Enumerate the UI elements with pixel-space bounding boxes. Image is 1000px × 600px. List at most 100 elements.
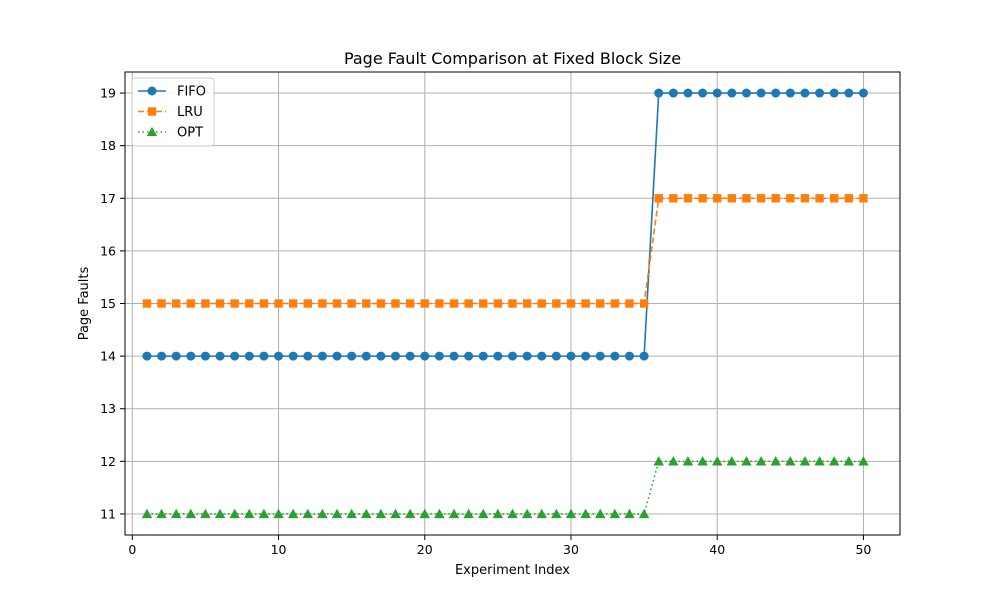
data-point-opt xyxy=(565,508,577,519)
data-point-opt xyxy=(478,508,489,519)
data-point-lru xyxy=(669,194,678,203)
data-point-opt xyxy=(682,456,694,466)
data-point-lru xyxy=(435,299,444,308)
data-point-fifo xyxy=(815,88,825,98)
data-point-opt xyxy=(755,456,767,466)
x-tick-label: 30 xyxy=(563,542,579,557)
data-point-opt xyxy=(346,508,357,519)
data-point-fifo xyxy=(420,351,430,361)
data-point-lru xyxy=(596,299,605,308)
data-point-lru xyxy=(142,299,152,308)
data-point-lru xyxy=(625,299,634,308)
data-point-lru xyxy=(157,299,166,308)
legend-marker-lru xyxy=(147,107,157,116)
data-point-fifo xyxy=(274,351,284,361)
data-point-fifo xyxy=(493,351,503,361)
data-point-fifo xyxy=(391,351,401,361)
y-tick-label: 19 xyxy=(100,86,116,101)
data-point-fifo xyxy=(785,88,795,98)
data-point-opt xyxy=(287,508,299,519)
data-point-lru xyxy=(742,194,751,203)
x-axis-ticks: 0 10 20 30 40 50 xyxy=(128,535,871,557)
data-point-opt xyxy=(273,508,284,519)
data-point-lru xyxy=(274,299,283,308)
data-point-lru xyxy=(815,194,824,203)
data-point-fifo xyxy=(610,351,620,361)
y-tick-label: 12 xyxy=(100,454,116,469)
data-point-opt xyxy=(609,508,621,519)
data-point-lru xyxy=(347,299,356,308)
data-point-opt xyxy=(668,456,679,466)
data-point-opt xyxy=(331,508,343,519)
x-tick-label: 40 xyxy=(709,542,725,557)
data-point-lru xyxy=(215,299,225,308)
data-point-opt xyxy=(229,508,240,519)
y-tick-label: 13 xyxy=(100,401,116,416)
data-point-lru xyxy=(449,299,459,308)
y-tick-label: 17 xyxy=(100,191,116,206)
data-point-lru xyxy=(800,194,810,203)
legend-marker-fifo xyxy=(147,86,157,96)
data-point-opt xyxy=(624,508,635,519)
data-point-fifo xyxy=(478,351,488,361)
data-point-opt xyxy=(843,456,855,466)
data-point-lru xyxy=(829,194,839,203)
data-point-opt xyxy=(463,508,474,519)
data-point-lru xyxy=(362,299,371,308)
data-point-opt xyxy=(375,508,387,519)
data-point-lru xyxy=(420,299,429,308)
data-point-fifo xyxy=(756,88,766,98)
data-point-lru xyxy=(552,299,561,308)
legend-label-fifo: FIFO xyxy=(177,85,206,100)
data-point-fifo xyxy=(712,88,722,98)
data-point-fifo xyxy=(771,88,781,98)
y-axis-ticks: 11 12 13 14 15 16 17 18 19 xyxy=(100,86,125,521)
data-point-fifo xyxy=(727,88,737,98)
data-point-opt xyxy=(770,456,781,466)
data-point-lru xyxy=(771,194,780,203)
data-point-fifo xyxy=(376,351,386,361)
data-point-opt xyxy=(814,456,825,466)
y-tick-label: 14 xyxy=(100,349,116,364)
data-point-fifo xyxy=(654,88,664,98)
x-tick-label: 10 xyxy=(271,542,287,557)
data-point-fifo xyxy=(405,351,415,361)
data-point-fifo xyxy=(595,351,605,361)
legend-label-opt: OPT xyxy=(177,126,203,141)
y-tick-label: 18 xyxy=(100,138,116,153)
data-point-opt xyxy=(785,456,796,466)
data-point-fifo xyxy=(858,88,868,98)
data-point-fifo xyxy=(230,351,240,361)
legend-label-lru: LRU xyxy=(177,105,203,120)
data-point-lru xyxy=(859,194,868,203)
data-point-lru xyxy=(610,299,620,308)
data-point-opt xyxy=(141,508,153,519)
data-point-opt xyxy=(448,508,460,519)
data-point-fifo xyxy=(142,351,152,361)
data-point-fifo xyxy=(844,88,854,98)
series-lru xyxy=(142,194,868,308)
data-point-fifo xyxy=(288,351,298,361)
data-point-opt xyxy=(551,508,562,519)
x-tick-label: 50 xyxy=(855,542,871,557)
data-point-opt xyxy=(507,508,518,519)
data-point-fifo xyxy=(800,88,810,98)
data-point-opt xyxy=(828,456,840,466)
data-point-lru xyxy=(288,299,298,308)
data-point-lru xyxy=(537,299,546,308)
data-point-fifo xyxy=(215,351,225,361)
data-point-fifo xyxy=(347,351,357,361)
data-point-lru xyxy=(756,194,766,203)
data-point-opt xyxy=(258,508,270,519)
data-point-opt xyxy=(185,508,197,519)
data-point-lru xyxy=(639,299,649,308)
data-point-lru xyxy=(259,299,269,308)
data-point-opt xyxy=(156,508,167,519)
x-tick-label: 20 xyxy=(417,542,433,557)
data-point-lru xyxy=(522,299,532,308)
data-point-fifo xyxy=(639,351,649,361)
data-point-lru xyxy=(581,299,590,308)
data-point-lru xyxy=(493,299,503,308)
data-point-opt xyxy=(858,456,869,466)
